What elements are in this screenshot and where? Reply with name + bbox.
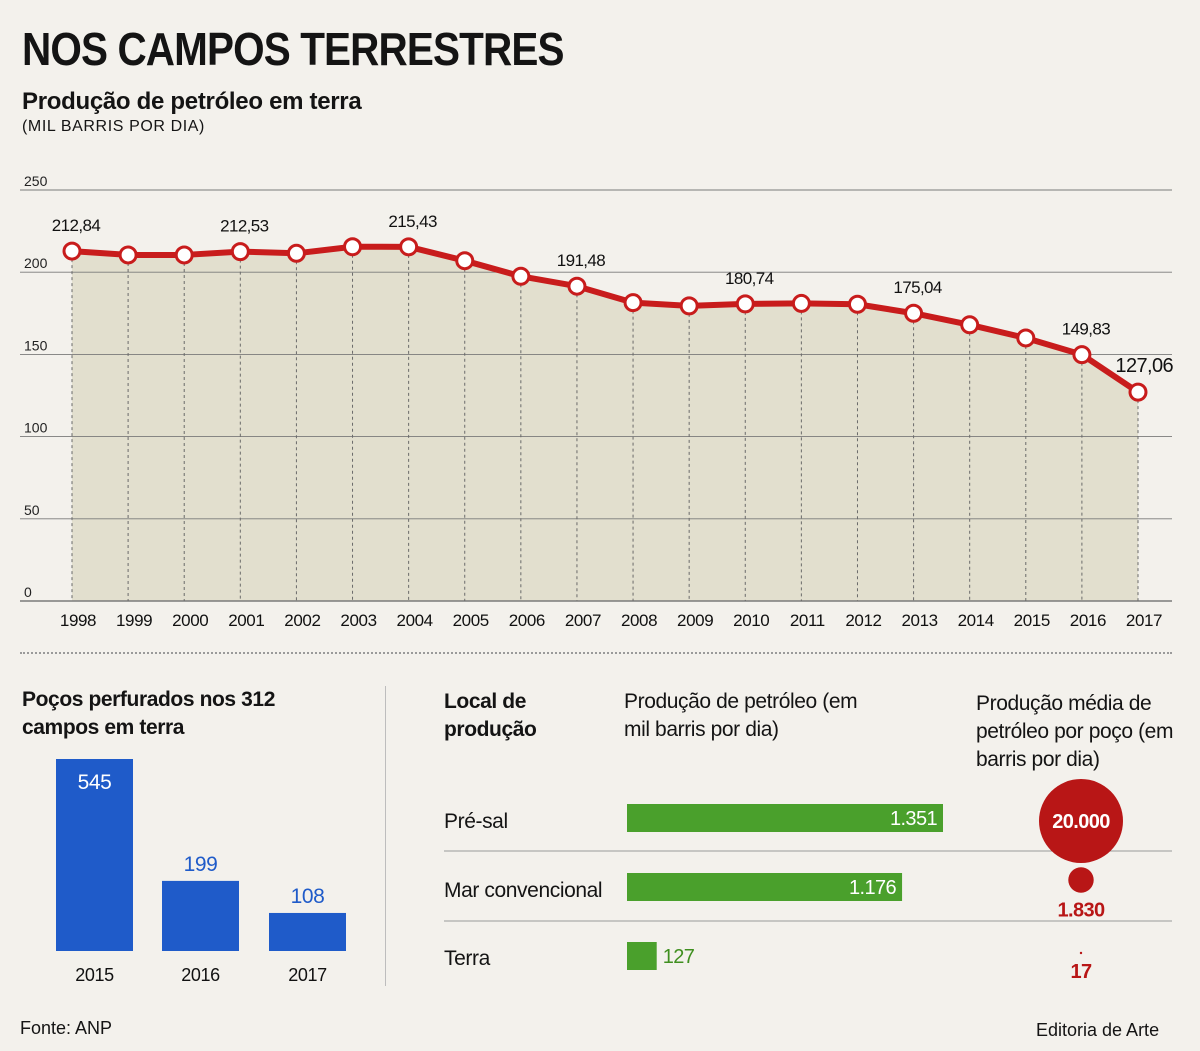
x-tick-label: 2016 <box>1070 611 1106 630</box>
wells-value-label: 199 <box>184 853 218 876</box>
data-point <box>343 237 363 257</box>
data-point <box>1016 328 1036 348</box>
production-bar <box>627 942 657 970</box>
data-label: 175,04 <box>893 278 942 297</box>
data-label: 215,43 <box>388 212 437 231</box>
production-bar <box>627 873 903 901</box>
x-tick-label: 2014 <box>958 611 994 630</box>
average-column-header: Produção média de petróleo por poço (em … <box>976 692 1174 771</box>
source-note: Fonte: ANP <box>20 1018 113 1038</box>
data-point <box>791 293 811 313</box>
data-point <box>960 315 980 335</box>
x-tick-label: 2000 <box>172 611 208 630</box>
data-point <box>455 251 475 271</box>
row-label-mar-convencional: Mar convencional <box>444 879 603 902</box>
x-tick-label: 1998 <box>60 611 96 630</box>
data-point <box>399 237 419 257</box>
x-tick-label: 2005 <box>453 611 489 630</box>
data-point <box>904 303 924 323</box>
data-point <box>62 241 82 261</box>
data-label: 127,06 <box>1115 355 1173 377</box>
data-point <box>735 294 755 314</box>
x-tick-label: 2010 <box>733 611 769 630</box>
x-tick-label: 2001 <box>228 611 264 630</box>
data-point <box>567 276 587 296</box>
data-point <box>174 245 194 265</box>
data-label: 212,53 <box>220 217 269 236</box>
average-value-label: 17 <box>1070 961 1092 983</box>
section-divider <box>20 652 1172 654</box>
data-point <box>623 293 643 313</box>
data-label: 149,83 <box>1062 320 1111 339</box>
column-divider <box>385 686 386 986</box>
chart-unit: (MIL BARRIS POR DIA) <box>22 118 205 135</box>
chart-subtitle: Produção de petróleo em terra <box>22 88 362 115</box>
data-point <box>511 266 531 286</box>
average-circle <box>1068 867 1094 893</box>
data-point <box>286 243 306 263</box>
wells-bar <box>269 912 346 951</box>
x-tick-label: 2008 <box>621 611 657 630</box>
x-tick-label: 2004 <box>397 611 433 630</box>
x-tick-label: 2009 <box>677 611 713 630</box>
x-tick-label: 2011 <box>790 611 825 630</box>
y-tick-label: 150 <box>24 337 48 353</box>
y-tick-label: 50 <box>24 502 40 518</box>
x-tick-label: 2012 <box>845 611 881 630</box>
data-point <box>679 296 699 316</box>
data-label: 191,48 <box>557 251 606 270</box>
x-tick-label: 2002 <box>284 611 320 630</box>
page-title: NOS CAMPOS TERRESTRES <box>22 23 564 75</box>
x-tick-label: 2006 <box>509 611 545 630</box>
wells-year-label: 2015 <box>75 965 114 985</box>
line-area <box>72 246 1138 601</box>
x-tick-label: 1999 <box>116 611 152 630</box>
data-point <box>1072 345 1092 365</box>
average-circle <box>1039 779 1123 863</box>
data-point <box>847 294 867 314</box>
production-value-label: 127 <box>663 946 695 968</box>
data-point <box>230 242 250 262</box>
data-point <box>1128 382 1148 402</box>
x-tick-label: 2003 <box>340 611 376 630</box>
data-label: 212,84 <box>52 216 101 235</box>
wells-bar <box>56 759 133 951</box>
wells-value-label: 545 <box>78 771 112 794</box>
wells-value-label: 108 <box>291 885 325 908</box>
location-column-header: Local de produção <box>444 690 537 741</box>
y-tick-label: 0 <box>24 584 32 600</box>
row-label-pre-sal: Pré-sal <box>444 810 508 833</box>
x-tick-label: 2017 <box>1126 611 1162 630</box>
data-label: 180,74 <box>725 269 774 288</box>
line-chart: 0 50 100 150 200 250 1998 1999 2000 2001 2002 2003 2… <box>20 173 1174 630</box>
average-value-label: 20.000 <box>1052 811 1110 833</box>
y-tick-label: 100 <box>24 420 48 436</box>
x-tick-label: 2015 <box>1014 611 1050 630</box>
y-tick-label: 200 <box>24 255 48 271</box>
wells-year-label: 2016 <box>181 965 220 985</box>
x-tick-label: 2007 <box>565 611 601 630</box>
production-value-label: 1.176 <box>849 877 897 899</box>
wells-chart-title: Poços perfurados nos 312 campos em terra <box>22 688 275 739</box>
production-column-header: Produção de petróleo (em mil barris por … <box>624 690 858 741</box>
x-tick-label: 2013 <box>901 611 937 630</box>
wells-bar <box>162 880 239 951</box>
wells-year-label: 2017 <box>288 965 327 985</box>
row-label-terra: Terra <box>444 947 490 970</box>
y-tick-label: 250 <box>24 173 48 189</box>
data-point <box>118 245 138 265</box>
credit-note: Editoria de Arte <box>1036 1020 1160 1040</box>
production-bar <box>627 804 943 832</box>
average-value-label: 1.830 <box>1057 900 1105 922</box>
production-value-label: 1.351 <box>890 808 938 830</box>
average-circle <box>1079 951 1083 955</box>
